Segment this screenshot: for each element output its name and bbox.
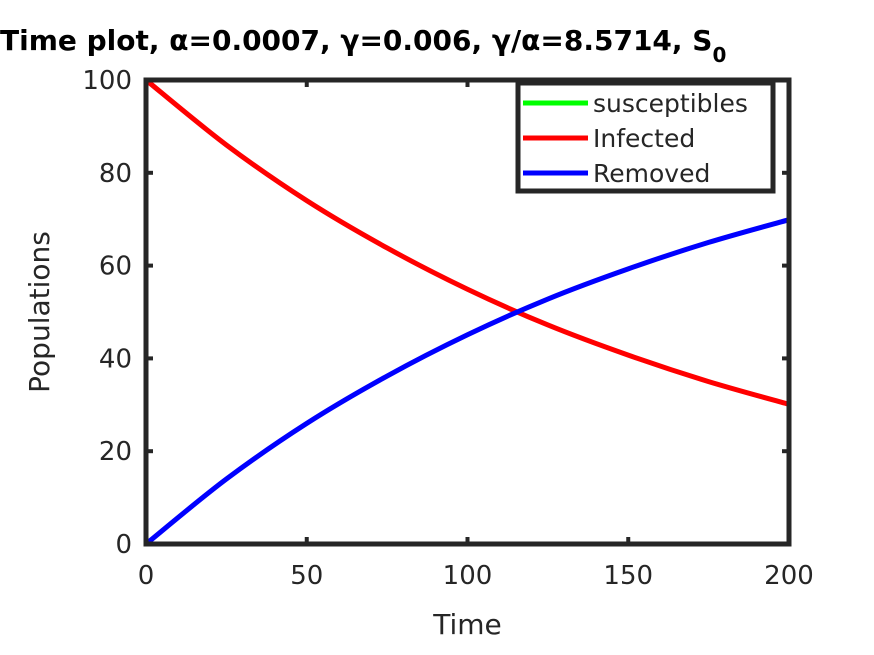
y-tick-label: 100	[82, 66, 132, 96]
y-tick-label: 80	[99, 159, 132, 189]
x-tick-label: 200	[764, 561, 814, 591]
x-tick-label: 0	[138, 561, 155, 591]
y-tick-label: 20	[99, 437, 132, 467]
x-tick-label: 50	[290, 561, 323, 591]
legend-label-susceptibles: susceptibles	[593, 89, 748, 118]
y-tick-label: 60	[99, 252, 132, 282]
y-axis-label: Populations	[23, 231, 56, 393]
title-subscript: 0	[712, 43, 726, 67]
plot-frame	[143, 77, 792, 547]
x-axis-label: Time	[432, 608, 502, 641]
legend-label-removed: Removed	[593, 159, 710, 188]
series-line-removed	[144, 217, 790, 546]
legend-label-infected: Infected	[593, 124, 695, 153]
y-tick-label: 0	[115, 530, 132, 560]
x-tick-label: 150	[603, 561, 653, 591]
chart-title: Time plot, α=0.0007, γ=0.006, γ/α=8.5714…	[0, 24, 726, 67]
x-tick-label: 100	[443, 561, 493, 591]
y-tick-label: 40	[99, 344, 132, 374]
series-line-infected	[144, 78, 790, 407]
chart-title-text: Time plot, α=0.0007, γ=0.006, γ/α=8.5714…	[0, 24, 726, 67]
legend: susceptibles Infected Removed	[515, 80, 776, 194]
